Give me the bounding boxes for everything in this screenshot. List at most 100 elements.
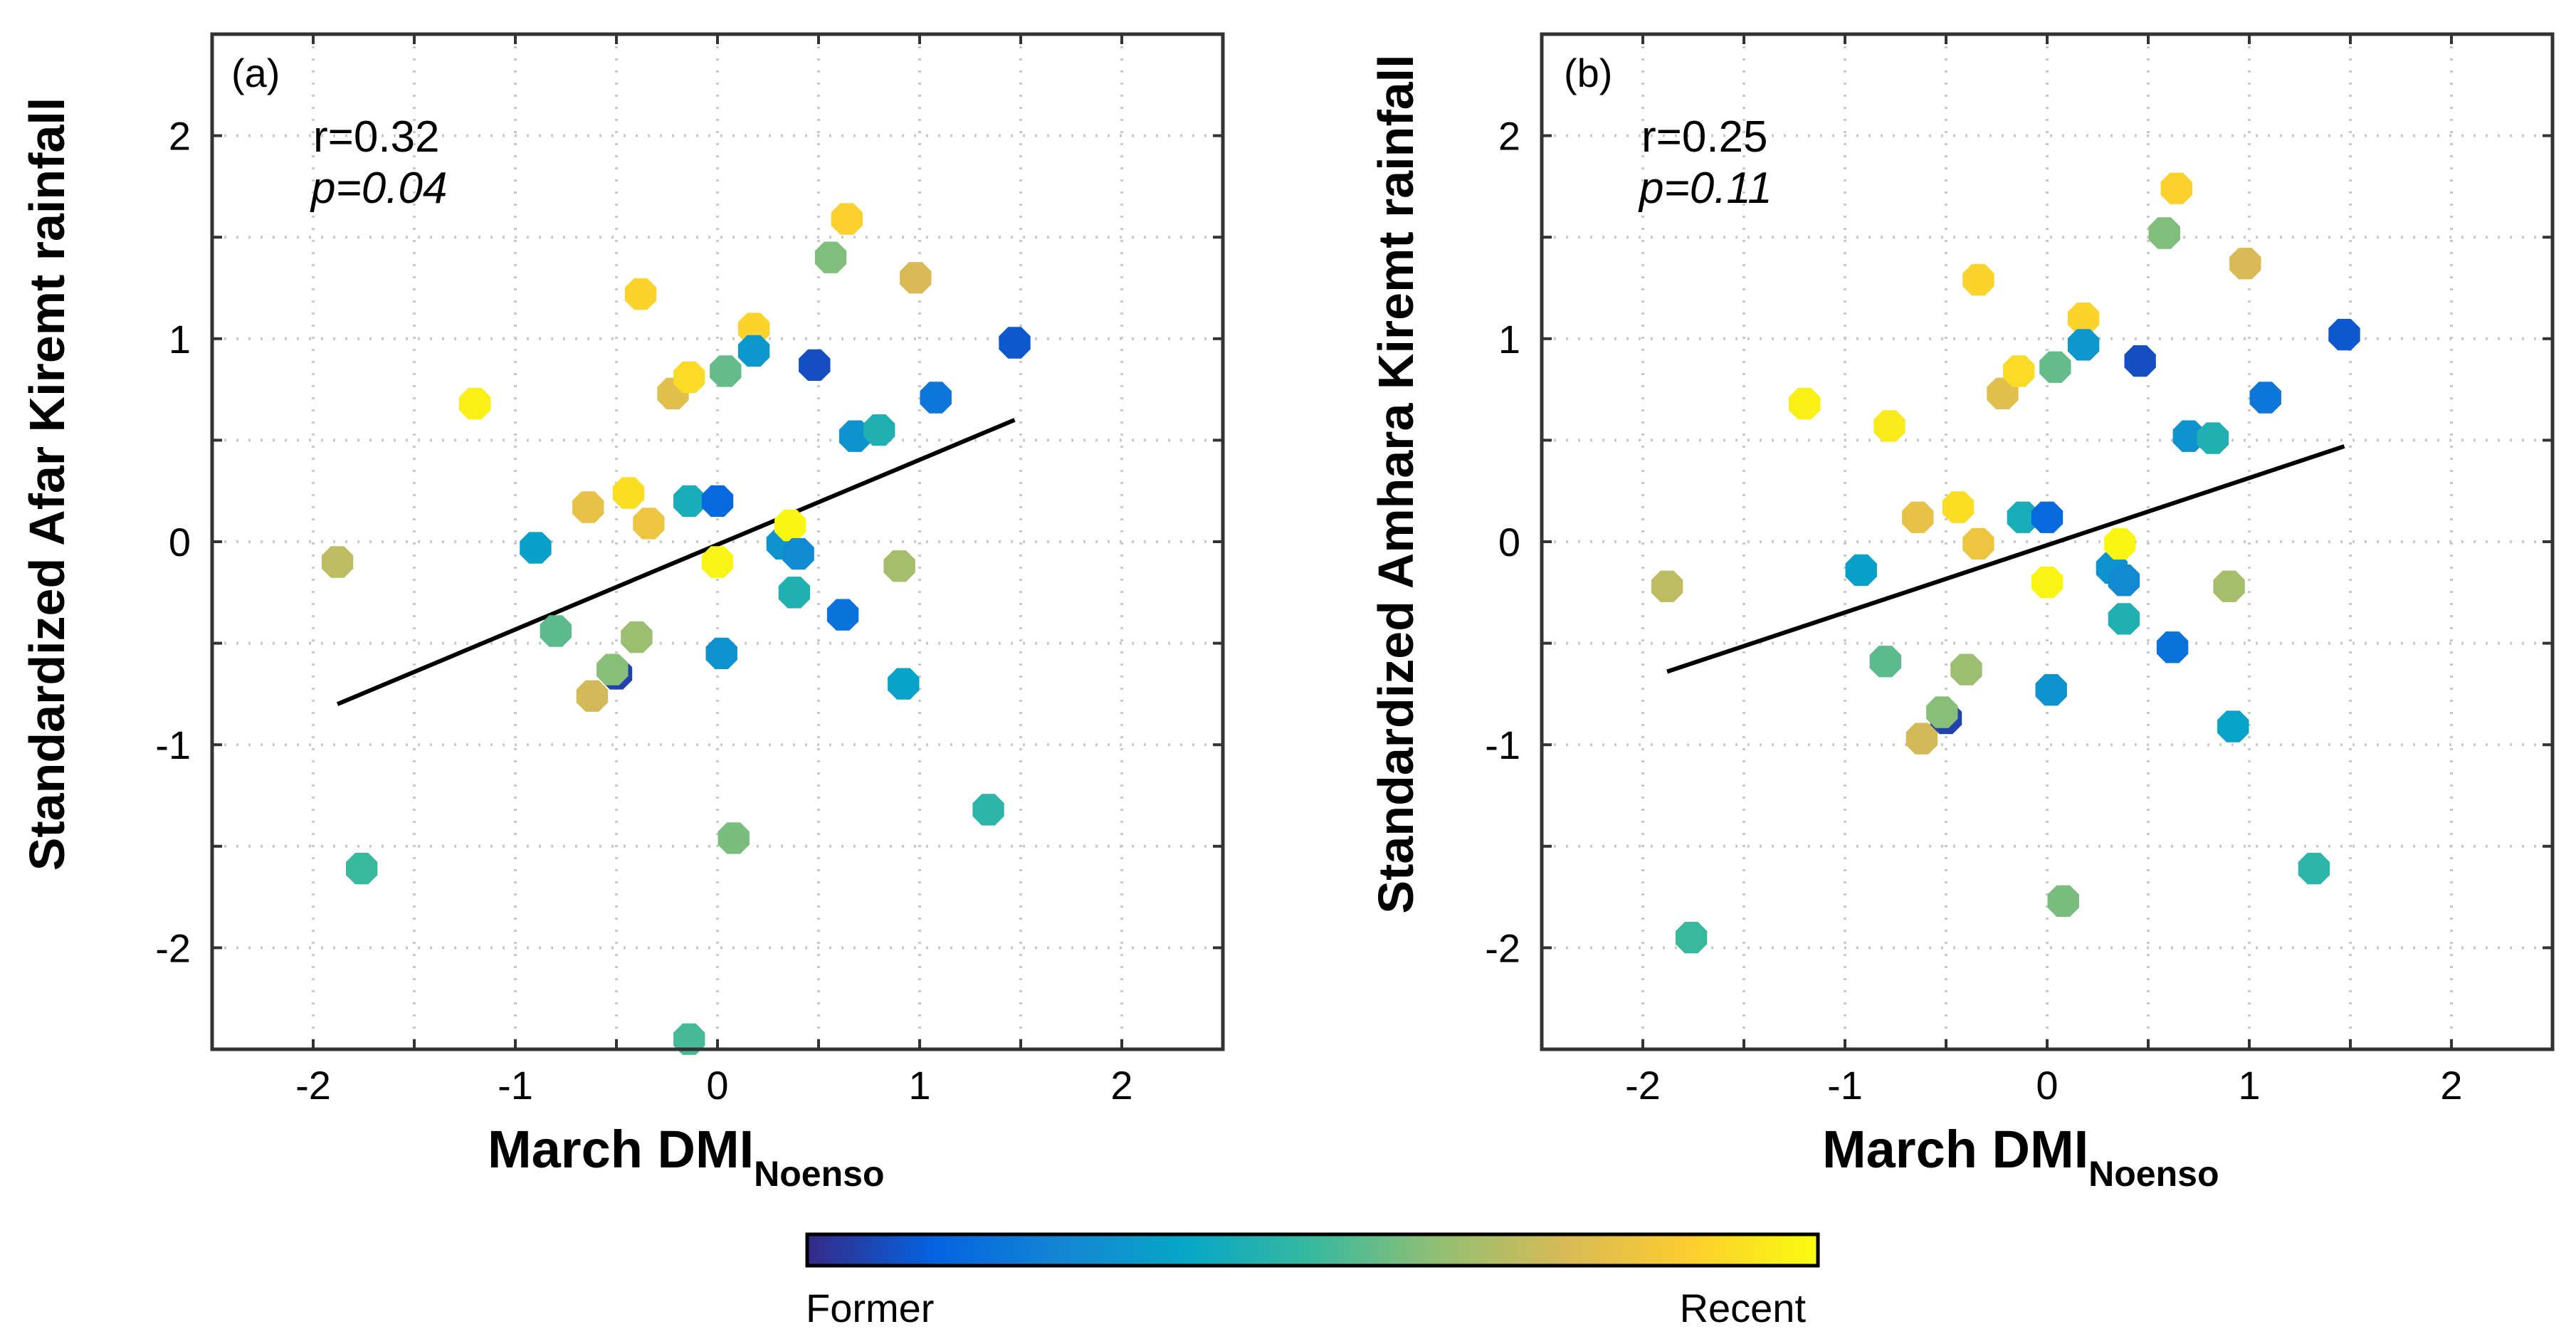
- panel-a-data-point: [900, 262, 932, 294]
- panel-b-scatter: -2 -1 0 1 2 -2 -1 0 1 2 (b) r=0.25 p=0.11 March D…: [1368, 32, 2555, 1194]
- panel-b-data-point: [1789, 387, 1821, 420]
- panel-a-data-point: [673, 1023, 705, 1055]
- panel-a-data-point: [346, 853, 378, 885]
- panel-a-scatter: -2 -1 0 1 2 -2 -1 0 1 2 (a) r=0.32 p=0.04 March D…: [19, 32, 1225, 1194]
- panel-b-data-point: [2067, 303, 2100, 335]
- panel-b-x-tick-label: 2: [2440, 1063, 2462, 1108]
- panel-a-data-point: [774, 510, 806, 542]
- panel-a-data-point: [883, 550, 915, 582]
- panel-b-data-point: [1902, 501, 1934, 533]
- panel-a-data-point: [321, 546, 354, 578]
- panel-b-p-value: p=0.11: [1638, 164, 1772, 213]
- panel-b-fit-line: [1666, 444, 2345, 674]
- panel-a-y-tick-label: 2: [169, 114, 191, 159]
- panel-b-data-point: [2328, 318, 2360, 351]
- panel-a-data-point: [838, 420, 871, 452]
- panel-b-data-point: [2067, 329, 2100, 361]
- panel-b-data-point: [2108, 565, 2140, 597]
- panel-b-data-point: [2160, 172, 2192, 204]
- panel-b-data-point: [2007, 501, 2039, 533]
- colorbar-label-former: Former: [806, 1286, 934, 1330]
- panel-a-x-tick-label: 0: [706, 1063, 728, 1108]
- panel-a-y-tick-label: -1: [155, 723, 191, 767]
- panel-a-y-axis-label: Standardized Afar Kiremt rainfall: [19, 98, 75, 871]
- panel-b-data-point: [2197, 422, 2229, 454]
- panel-a-x-axis-label-subscript: Noenso: [754, 1154, 884, 1194]
- panel-a-data-point: [705, 637, 737, 669]
- panel-b-data-point: [2172, 420, 2204, 452]
- panel-b-data-point: [1962, 527, 1994, 560]
- panel-a-data-point: [831, 203, 863, 235]
- panel-b-data-point: [2124, 345, 2156, 377]
- panel-b-data-point: [1962, 263, 1994, 296]
- panel-a-y-tick-label: -2: [155, 925, 191, 970]
- panel-a-data-point: [799, 349, 831, 381]
- panel-a-x-tick-label: -2: [295, 1063, 331, 1108]
- panel-a-data-point: [633, 508, 665, 540]
- panel-b-data-point: [1873, 410, 1905, 442]
- colorbar-label-recent: Recent: [1680, 1286, 1807, 1330]
- panel-b-data-point: [2031, 501, 2064, 533]
- panel-b-data-point: [1905, 723, 1938, 755]
- panel-a-data-point: [710, 355, 742, 387]
- panel-a-ticks: -2 -1 0 1 2 -2 -1 0 1 2: [155, 34, 1223, 1108]
- panel-b-data-point: [1651, 570, 1683, 602]
- panel-a-data-point: [782, 537, 814, 570]
- panel-a-data-point: [888, 668, 920, 700]
- panel-b-data-point: [2229, 248, 2261, 280]
- panel-a-data-point: [863, 414, 895, 446]
- panel-a-data-point: [999, 327, 1031, 359]
- panel-b-data-point: [2035, 674, 2067, 706]
- panel-b-data-point: [1987, 377, 2019, 409]
- panel-b-x-tick-label: 1: [2238, 1063, 2260, 1108]
- panel-a-x-tick-label: 1: [908, 1063, 930, 1108]
- panel-b-points: [1651, 172, 2360, 954]
- panel-b-data-point: [1869, 646, 1901, 678]
- panel-a-r-value: r=0.32: [313, 112, 440, 162]
- panel-b-data-point: [2039, 351, 2071, 383]
- panel-a-x-tick-label: 2: [1110, 1063, 1132, 1108]
- panel-a-y-tick-label: 0: [169, 520, 191, 565]
- panel-a-data-point: [826, 599, 859, 631]
- panel-b-data-point: [1845, 554, 1877, 587]
- panel-b-data-point: [1942, 491, 1975, 523]
- panel-b-data-point: [2217, 710, 2249, 742]
- panel-a-data-point: [612, 477, 645, 509]
- colorbar: Former Recent: [805, 1232, 1820, 1330]
- panel-b-x-axis-label-main: March DMI: [1822, 1120, 2088, 1179]
- panel-b-label: (b): [1564, 51, 1612, 95]
- panel-a-data-point: [737, 335, 770, 367]
- panel-a-data-point: [717, 822, 750, 854]
- panel-b-data-point: [2298, 853, 2330, 885]
- panel-a-label: (a): [231, 51, 280, 95]
- panel-a-data-point: [624, 278, 657, 310]
- panel-a-data-point: [459, 387, 491, 420]
- panel-b-data-point: [2148, 217, 2180, 249]
- panel-b-data-point: [2104, 527, 2136, 560]
- panel-b-data-point: [2031, 566, 2064, 599]
- panel-b-data-point: [2003, 355, 2035, 387]
- panel-a-data-point: [621, 621, 653, 653]
- panel-a-x-tick-label: -1: [498, 1063, 533, 1108]
- panel-a-data-point: [540, 615, 572, 647]
- panel-a-y-tick-label: 1: [169, 317, 191, 362]
- panel-b-data-point: [1950, 653, 1982, 686]
- panel-b-y-tick-label: -2: [1485, 925, 1520, 970]
- panel-a-fit-line: [336, 418, 1016, 706]
- panel-b-x-tick-label: -1: [1827, 1063, 1863, 1108]
- panel-b-data-point: [2047, 885, 2079, 917]
- panel-b-y-tick-label: 0: [1498, 520, 1520, 565]
- panel-b-y-tick-label: -1: [1485, 723, 1520, 767]
- panel-a-data-point: [701, 546, 734, 578]
- panel-a-data-point: [778, 577, 811, 609]
- panel-b-data-point: [2156, 631, 2189, 663]
- panel-b-data-point: [2108, 603, 2140, 635]
- panel-b-y-tick-label: 2: [1498, 114, 1520, 159]
- panel-a-data-point: [520, 532, 552, 564]
- panel-a-data-point: [673, 485, 705, 518]
- panel-b-ticks: -2 -1 0 1 2 -2 -1 0 1 2: [1485, 34, 2553, 1108]
- panel-a-data-point: [673, 361, 705, 394]
- panel-b-data-point: [2213, 570, 2245, 602]
- panel-a-p-value: p=0.04: [310, 164, 447, 213]
